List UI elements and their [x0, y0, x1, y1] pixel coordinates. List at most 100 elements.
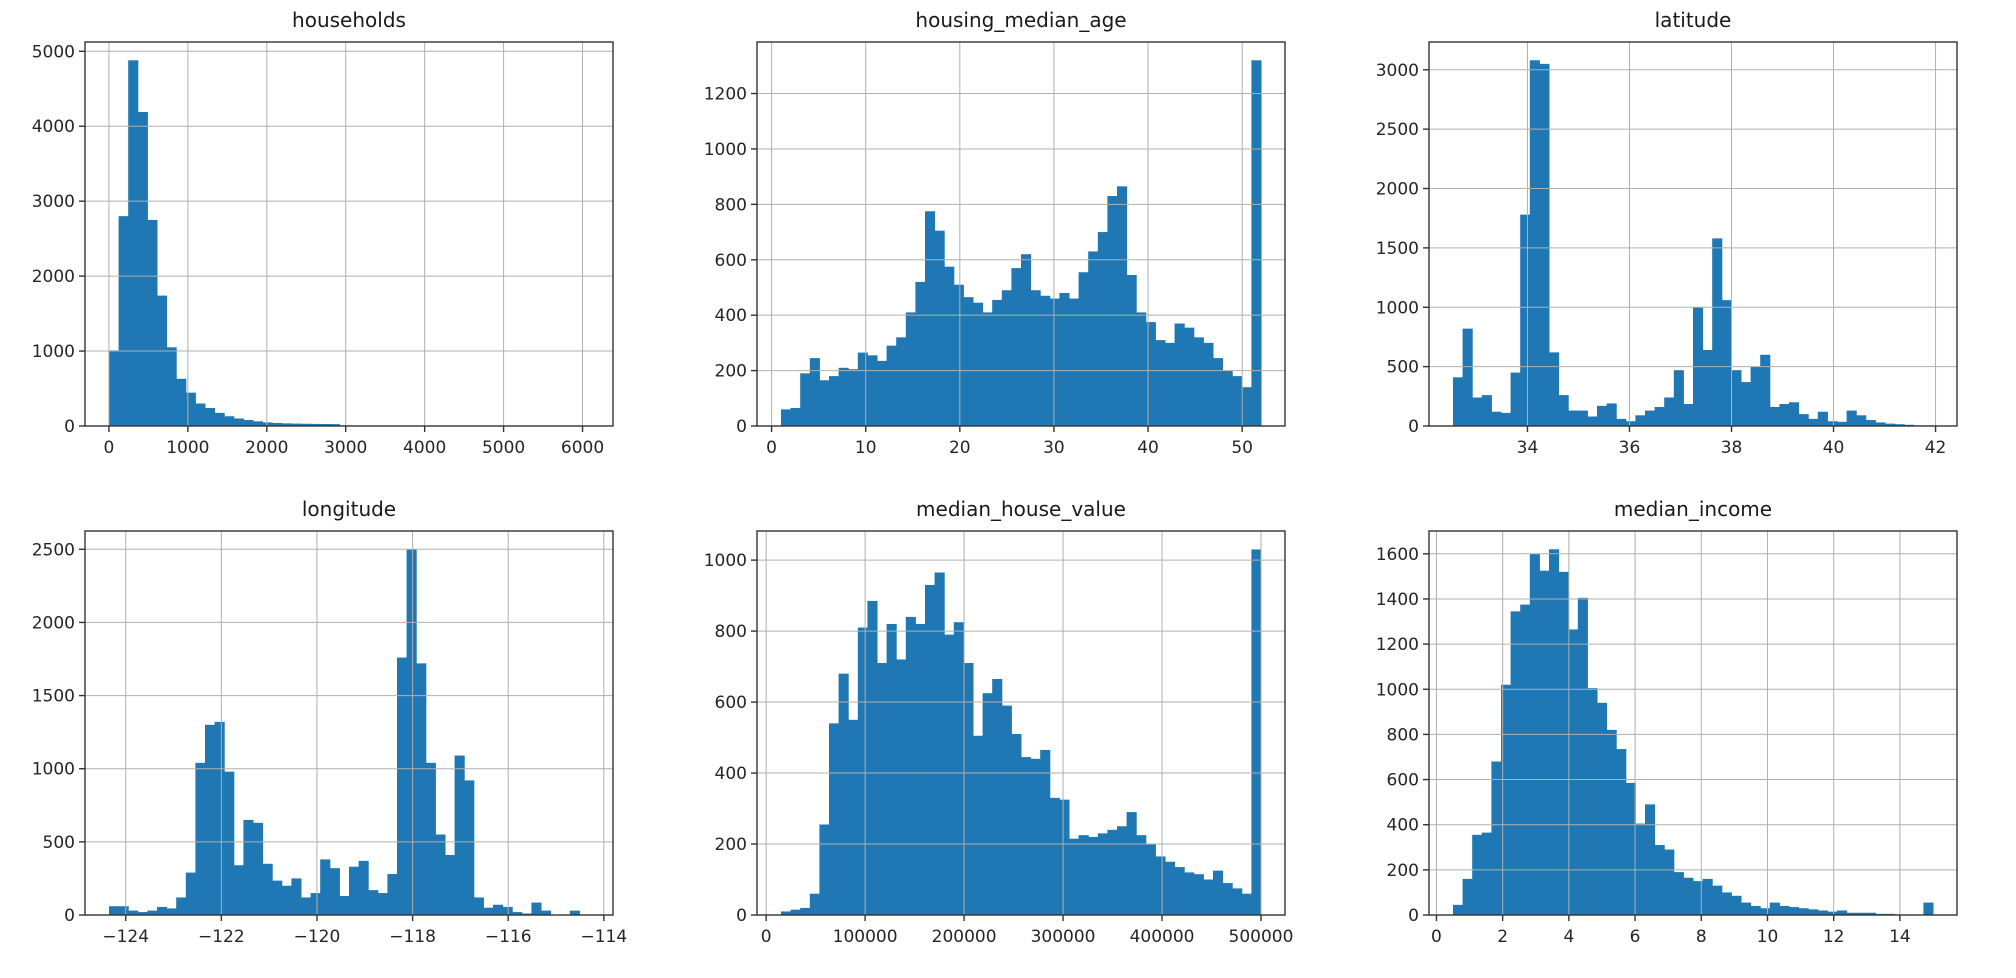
histogram-bar	[1750, 905, 1761, 915]
histogram-bar	[1568, 629, 1579, 915]
histogram-bar	[425, 762, 436, 915]
histogram-bar	[109, 906, 120, 915]
histogram-bar	[982, 312, 993, 426]
histogram-bar	[934, 230, 945, 426]
x-tick-label: 38	[1721, 438, 1743, 458]
histogram-bar	[925, 211, 936, 426]
plot-frame	[84, 530, 614, 916]
histogram-bar	[1865, 420, 1876, 426]
y-tick-label: 0	[64, 906, 75, 926]
histogram-bar	[1049, 298, 1060, 426]
histogram-bar	[329, 868, 340, 915]
histogram-bar	[848, 719, 859, 915]
histogram-bar	[1568, 410, 1579, 426]
histogram-bar	[214, 412, 225, 426]
tick-labels: 0 10 20 30 40 50 0 200 400 600 800 1000 1200	[704, 85, 1253, 458]
y-tick-label: 2000	[1376, 180, 1419, 200]
histogram-bar	[1510, 611, 1521, 915]
histogram-bar	[1136, 835, 1147, 915]
histogram-bar	[1491, 761, 1502, 915]
subplot-longitude: −124 −122 −120 −118 −116 −114 0 500 1000 1500 2000…	[0, 489, 672, 978]
x-tick-label: 42	[1925, 438, 1947, 458]
x-tick-label: 500000	[1229, 927, 1294, 947]
histogram-bar	[1030, 758, 1041, 915]
tick-labels: 0 100000 200000 300000 400000 500000 0 200 400 60…	[704, 551, 1294, 947]
x-tick-label: 100000	[833, 927, 898, 947]
histogram-bar	[1683, 404, 1694, 426]
histogram-bar	[1472, 397, 1483, 426]
histogram-bar	[1097, 232, 1108, 426]
histogram-bar	[1069, 838, 1080, 915]
histogram-bar	[166, 908, 177, 915]
histogram-bars	[781, 60, 1262, 426]
x-tick-label: 14	[1889, 927, 1911, 947]
tick-marks	[79, 548, 605, 921]
histogram-bar	[512, 912, 523, 915]
histogram-bars	[1453, 549, 1934, 915]
x-tick-label: −124	[102, 927, 149, 947]
histogram-bar	[1645, 804, 1656, 915]
histogram-bar	[445, 855, 456, 915]
grid-lines	[85, 42, 613, 427]
histogram-bar	[1549, 549, 1560, 915]
histogram-bar	[1001, 705, 1012, 915]
plot-frame	[84, 41, 614, 427]
histogram-bar	[1203, 342, 1214, 426]
histogram-bar	[1097, 833, 1108, 915]
histogram-bar	[1875, 422, 1886, 426]
histogram-bar	[1837, 421, 1848, 426]
histogram-bar	[1184, 872, 1195, 915]
y-tick-label: 0	[1408, 417, 1419, 437]
histogram-bar	[1011, 268, 1022, 426]
histogram-bar	[262, 422, 273, 426]
x-tick-label: 6	[1630, 927, 1641, 947]
histogram-bar	[233, 865, 244, 915]
histogram-bar	[358, 860, 369, 915]
histogram-bar	[1222, 370, 1233, 426]
x-tick-label: 5000	[482, 438, 525, 458]
histogram-bar	[829, 723, 840, 915]
histogram-bar	[1213, 870, 1224, 915]
histogram-bar	[1769, 407, 1780, 426]
histogram-bar	[1174, 323, 1185, 426]
histogram-bars	[109, 549, 580, 915]
histogram-bar	[1453, 377, 1464, 426]
histogram-bar	[1597, 702, 1608, 915]
y-tick-label: 200	[715, 835, 747, 855]
histogram-bar	[1193, 874, 1204, 915]
y-tick-label: 3000	[32, 192, 75, 212]
histogram-bar	[1846, 410, 1857, 426]
histogram-bar	[1126, 275, 1137, 426]
tick-labels: 34 36 38 40 42 0 500 1000 1500 2000 2500 3000	[1376, 61, 1947, 458]
histogram-bar	[262, 863, 273, 915]
histogram-bar	[857, 627, 868, 915]
grid-lines	[757, 531, 1285, 916]
y-tick-label: 600	[715, 251, 747, 271]
histogram-bar	[819, 380, 830, 426]
histogram-bar	[224, 416, 235, 426]
histogram-bar	[406, 549, 417, 915]
histogram-bar	[1885, 423, 1896, 426]
histogram-bar	[569, 910, 580, 915]
histogram-bar	[1241, 387, 1252, 426]
histogram-bar	[1069, 298, 1080, 426]
y-tick-label: 5000	[32, 42, 75, 62]
histogram-bar	[128, 910, 139, 915]
histogram-bar	[1520, 214, 1531, 426]
histogram-bar	[1472, 834, 1483, 915]
histogram-bar	[147, 219, 158, 426]
histogram-bar	[1616, 749, 1627, 915]
histogram-bar	[1645, 410, 1656, 426]
histogram-bar	[243, 420, 254, 426]
y-tick-label: 1400	[1376, 590, 1419, 610]
histogram-bar	[1731, 370, 1742, 426]
histogram-bar	[502, 906, 513, 915]
histogram-bar	[416, 663, 427, 915]
histogram-bar	[1558, 395, 1569, 426]
histogram-bar	[205, 408, 216, 426]
histogram-bar	[1040, 295, 1051, 426]
histogram-bar	[1741, 382, 1752, 426]
plot-title: latitude	[1654, 8, 1732, 32]
histogram-bar	[1577, 597, 1588, 915]
histogram-bar	[1241, 893, 1252, 915]
